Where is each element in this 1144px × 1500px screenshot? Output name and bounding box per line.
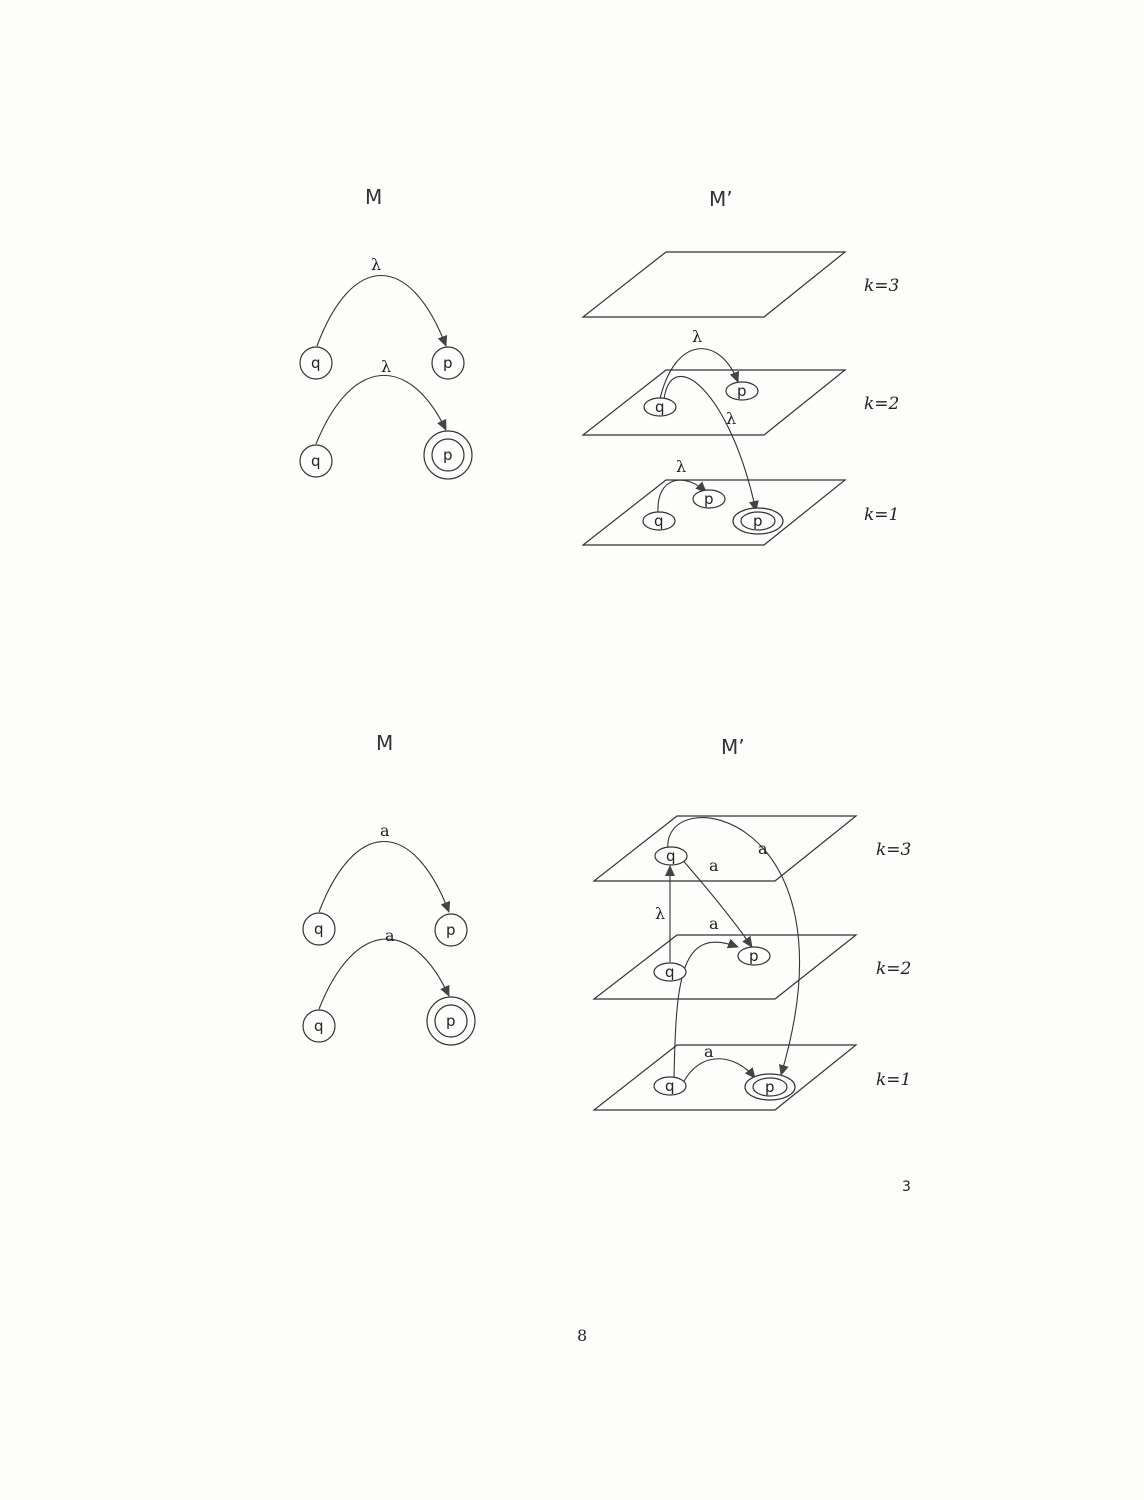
state-q: [302, 1009, 336, 1043]
top-right-edge-k1: [657, 479, 707, 514]
top-left-edge-1: [316, 275, 448, 347]
state-p-label: p: [446, 1012, 456, 1030]
top-right-edge-k2-label: λ: [692, 327, 702, 346]
state-p: [434, 913, 468, 947]
state-p-label: p: [443, 446, 453, 464]
state-q: [654, 846, 688, 866]
bottom-left-edge-1: [318, 841, 451, 913]
bottom-right-title: M’: [721, 735, 745, 759]
top-left-title: M: [365, 185, 382, 209]
bottom-left-edge-2: [318, 938, 450, 1010]
bottom-right-edge-k2-label: a: [709, 914, 719, 933]
bottom-right-diagram: M’ k=3 k=2 k=1 a a λ a a q q p q p: [592, 735, 911, 1111]
state-p-label: p: [446, 921, 456, 939]
bottom-left-diagram: M a q p a q p: [302, 731, 476, 1046]
layer-label-k1: k=1: [864, 505, 899, 525]
top-left-edge-2-label: λ: [381, 357, 391, 376]
layer-label-k2: k=2: [864, 394, 899, 414]
final-state-p: [431, 438, 465, 472]
top-right-diagram: M’ k=3 k=2 k=1 λ λ λ q p q p p: [581, 187, 899, 546]
layer-label-k1: k=1: [876, 1070, 911, 1090]
bottom-right-edge-vertical-label: λ: [655, 904, 665, 923]
state-q-label: q: [665, 963, 675, 981]
bottom-right-edge-k1-label: a: [704, 1042, 714, 1061]
state-p-label: p: [753, 512, 763, 530]
top-left-edge-2: [315, 374, 447, 445]
figure-number: 3: [902, 1179, 911, 1195]
bottom-left-edge-2-label: a: [385, 926, 395, 945]
state-q-label: q: [311, 354, 321, 372]
layer-label-k3: k=3: [876, 840, 911, 860]
layer-plane-k2: [581, 369, 847, 436]
bottom-right-edge-k1-to-k2: [673, 938, 739, 1079]
layer-plane-k3: [581, 251, 847, 318]
state-q: [642, 511, 676, 531]
top-left-edge-1-label: λ: [371, 255, 381, 274]
top-left-diagram: M λ q p λ q p: [299, 185, 473, 480]
state-p-label: p: [749, 947, 759, 965]
state-q-label: q: [666, 847, 676, 865]
top-right-title: M’: [709, 187, 733, 211]
layer-plane-k1: [581, 479, 847, 546]
top-right-edge-k1-label: λ: [676, 457, 686, 476]
bottom-right-edge-far-label: a: [758, 839, 768, 858]
layer-label-k2: k=2: [876, 959, 911, 979]
state-q-label: q: [314, 920, 324, 938]
state-p-label: p: [704, 490, 714, 508]
bottom-right-edge-k3-to-k1: [667, 817, 801, 1076]
state-p-label: p: [443, 354, 453, 372]
state-p: [692, 489, 726, 509]
page-number: 8: [577, 1326, 587, 1345]
final-state-p: [434, 1004, 468, 1038]
state-p-label: p: [737, 382, 747, 400]
state-q-label: q: [665, 1077, 675, 1095]
state-q: [653, 962, 687, 982]
top-right-edge-k2: [659, 348, 740, 400]
layer-plane-k2: [592, 934, 858, 1000]
layer-plane-k1: [592, 1044, 858, 1111]
state-p: [725, 381, 759, 401]
state-q-label: q: [314, 1017, 324, 1035]
final-state-p: [752, 1077, 788, 1097]
state-q: [299, 346, 333, 380]
state-p-label: p: [765, 1078, 775, 1096]
state-q: [653, 1076, 687, 1096]
state-p: [737, 946, 771, 966]
state-q-label: q: [654, 512, 664, 530]
bottom-left-title: M: [376, 731, 393, 755]
state-q: [302, 912, 336, 946]
top-right-edge-cross: [663, 376, 759, 512]
bottom-right-edge-k3-to-k2: [679, 856, 753, 948]
state-q-label: q: [655, 398, 665, 416]
bottom-right-edge-k3-label: a: [709, 856, 719, 875]
state-p: [431, 346, 465, 380]
state-q: [643, 397, 677, 417]
state-q-label: q: [311, 452, 321, 470]
final-state-p: [740, 511, 776, 531]
layer-plane-k3: [592, 815, 858, 882]
top-right-edge-cross-label: λ: [726, 409, 736, 428]
bottom-right-edge-k1: [682, 1058, 756, 1084]
layer-label-k3: k=3: [864, 276, 899, 296]
state-q: [299, 444, 333, 478]
bottom-left-edge-1-label: a: [380, 821, 390, 840]
